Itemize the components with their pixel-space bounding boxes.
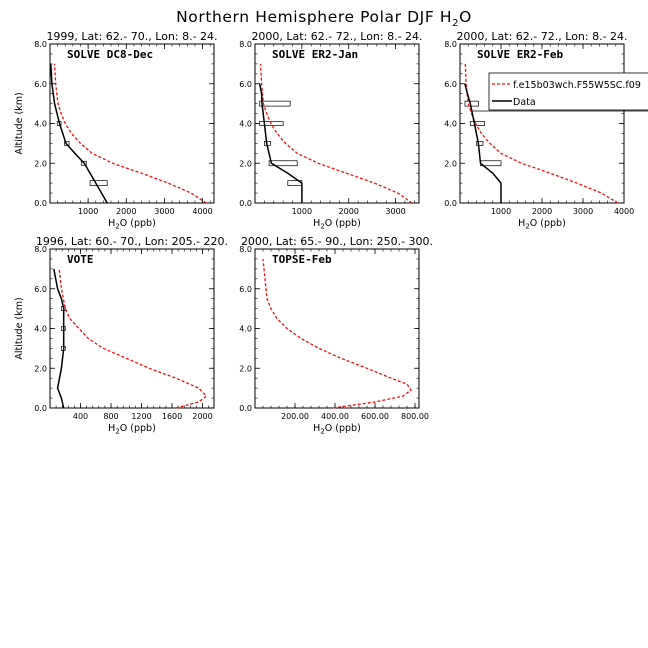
panel-title: 1999, Lat: 62.- 70., Lon: 8.- 24.: [46, 30, 217, 43]
x-tick-label: 600.00: [361, 412, 389, 421]
x-tick-label: 200.00: [281, 412, 309, 421]
y-tick-label: 6.0: [239, 285, 252, 294]
data-series-line: [50, 63, 108, 204]
data-range-box: [80, 160, 87, 166]
panel-title: 2000, Lat: 65.- 90., Lon: 250.- 300.: [241, 235, 433, 248]
y-tick-label: 0.0: [239, 199, 252, 208]
x-tick-label: 2000: [532, 207, 552, 216]
x-tick-label: 2000: [116, 207, 136, 216]
panels: 0.0 2.0 4.0 6.0 8.0 1000 2000 3000 4000 1999, Lat…: [14, 30, 634, 436]
panel-tag: SOLVE ER2-Feb: [477, 48, 563, 61]
x-axis-label: H2O (ppb): [108, 218, 156, 231]
panel-tag: TOPSE-Feb: [272, 253, 332, 266]
chart-panel-3: 0.0 2.0 4.0 6.0 8.0 1000 2000 3000 4000 2000, Lat…: [444, 30, 634, 231]
x-axis-label: H2O (ppb): [313, 218, 361, 231]
x-tick-label: 4000: [614, 207, 634, 216]
y-tick-label: 4.0: [239, 120, 252, 129]
y-tick-label: 6.0: [444, 80, 457, 89]
y-tick-label: 6.0: [34, 80, 47, 89]
chart-panel-4: 0.0 2.0 4.0 6.0 8.0 400 800 1200 1600 2000 1996, L…: [14, 235, 228, 436]
x-tick-label: 1000: [491, 207, 511, 216]
y-tick-label: 2.0: [34, 364, 47, 373]
data-series-line: [258, 83, 303, 203]
legend-data-label: Data: [513, 97, 536, 108]
y-tick-label: 0.0: [444, 199, 457, 208]
x-tick-label: 800.00: [401, 412, 429, 421]
x-tick-label: 2000: [192, 412, 212, 421]
y-tick-label: 0.0: [34, 404, 47, 413]
x-tick-label: 1000: [78, 207, 98, 216]
data-series-line: [464, 83, 502, 203]
chart-panel-5: 0.0 2.0 4.0 6.0 8.0 200.00 400.00 600.00 800.00 2…: [239, 235, 433, 436]
chart-panel-1: 0.0 2.0 4.0 6.0 8.0 1000 2000 3000 4000 1999, Lat…: [14, 30, 218, 231]
x-tick-label: 1200: [131, 412, 151, 421]
model-series-line: [262, 258, 412, 409]
data-range-box: [464, 100, 479, 107]
model-series-line: [53, 63, 207, 204]
legend-box: [488, 72, 648, 111]
y-tick-label: 8.0: [239, 40, 252, 49]
x-tick-label: 4000: [192, 207, 212, 216]
y-tick-label: 2.0: [444, 159, 457, 168]
data-range-box: [476, 141, 484, 146]
legend-model-label: f.e15b03wch.F55W5SC.f09: [513, 80, 641, 91]
x-tick-label: 400.00: [321, 412, 349, 421]
data-series-line: [53, 268, 65, 409]
plot-frame: [49, 43, 215, 204]
y-tick-label: 8.0: [239, 245, 252, 254]
plot-frame: [254, 248, 420, 409]
model-series-line: [464, 63, 619, 204]
data-range-box: [469, 121, 485, 126]
plot-frame: [49, 248, 215, 409]
x-axis-label: H2O (ppb): [108, 423, 156, 436]
x-axis-label: H2O (ppb): [313, 423, 361, 436]
panel-tag: VOTE: [67, 253, 94, 266]
x-tick-label: 1600: [162, 412, 182, 421]
x-tick-label: 3000: [385, 207, 405, 216]
y-tick-label: 2.0: [239, 159, 252, 168]
y-tick-label: 4.0: [34, 120, 47, 129]
y-tick-label: 8.0: [34, 40, 47, 49]
data-range-box: [268, 160, 298, 167]
data-range-box: [89, 180, 108, 186]
x-axis-label: H2O (ppb): [518, 218, 566, 231]
panel-title: 2000, Lat: 62.- 72., Lon: 8.- 24.: [251, 30, 422, 43]
y-tick-label: 2.0: [239, 364, 252, 373]
x-tick-label: 2000: [339, 207, 359, 216]
y-tick-label: 0.0: [34, 199, 47, 208]
x-tick-label: 1000: [292, 207, 312, 216]
panel-tag: SOLVE DC8-Dec: [67, 48, 153, 61]
model-series-line: [58, 268, 208, 409]
y-tick-label: 8.0: [444, 40, 457, 49]
plot-frame: [254, 43, 420, 204]
y-axis-label: Altitude (km): [14, 297, 25, 359]
y-tick-label: 2.0: [34, 159, 47, 168]
figure-title: Northern Hemisphere Polar DJF H2O: [176, 8, 472, 29]
y-tick-label: 0.0: [239, 404, 252, 413]
x-tick-label: 400: [73, 412, 88, 421]
y-tick-label: 4.0: [34, 325, 47, 334]
y-tick-label: 4.0: [444, 120, 457, 129]
data-range-box: [259, 121, 284, 126]
y-tick-label: 6.0: [34, 285, 47, 294]
panel-tag: SOLVE ER2-Jan: [272, 48, 358, 61]
legend: f.e15b03wch.F55W5SC.f09 Data: [472, 72, 648, 112]
model-series-line: [259, 63, 413, 204]
x-tick-label: 3000: [573, 207, 593, 216]
panel-title: 1996, Lat: 60.- 70., Lon: 205.- 220.: [36, 235, 228, 248]
x-tick-label: 800: [103, 412, 118, 421]
panel-title: 2000, Lat: 62.- 72., Lon: 8.- 24.: [456, 30, 627, 43]
x-tick-label: 3000: [154, 207, 174, 216]
y-axis-label: Altitude (km): [14, 92, 25, 154]
y-tick-label: 8.0: [34, 245, 47, 254]
y-tick-label: 6.0: [239, 80, 252, 89]
data-range-box: [259, 100, 291, 107]
chart-panel-2: 0.0 2.0 4.0 6.0 8.0 1000 2000 3000 2000, Lat: 62…: [239, 30, 422, 231]
y-tick-label: 4.0: [239, 325, 252, 334]
